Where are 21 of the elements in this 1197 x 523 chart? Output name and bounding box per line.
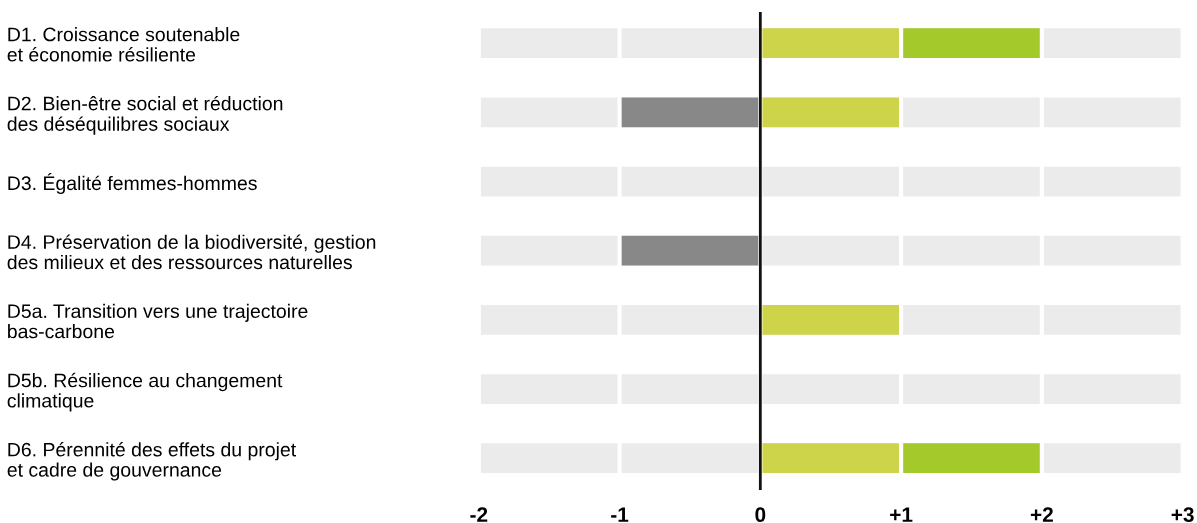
- y-tick-label: D5a. Transition vers une trajectoire bas-carbone: [8, 303, 308, 339]
- bar: [760, 97, 902, 128]
- x-tick-label: 0: [755, 507, 766, 523]
- x-tick-label: +1: [890, 507, 913, 522]
- bar: [619, 97, 761, 128]
- x-tick-label: -1: [611, 507, 629, 522]
- x-tick-label: -2: [470, 507, 488, 522]
- bar: [619, 235, 761, 266]
- y-tick-label: D3. Égalité femmes-hommes: [8, 173, 257, 194]
- bar: [760, 305, 902, 335]
- y-tick-label: D6. Pérennité des effets du projet et cadre de gouvernance: [7, 442, 296, 481]
- x-tick-label: +2: [1030, 507, 1053, 522]
- y-tick-label: D2. Bien-être social et réduction des déséquilibres sociaux: [7, 95, 283, 135]
- bar: [760, 28, 902, 59]
- bar: [901, 28, 1042, 59]
- bar: [901, 443, 1042, 474]
- y-tick-label: D5b. Résilience au changement climatique: [7, 372, 283, 412]
- x-tick-label: +3: [1171, 507, 1194, 523]
- bar: [760, 443, 902, 474]
- y-tick-label: D4. Préservation de la biodiversité, gestion des milieux et des ressources naturelles: [7, 234, 376, 270]
- y-tick-label: D1. Croissance soutenable et économie résiliente: [7, 27, 240, 62]
